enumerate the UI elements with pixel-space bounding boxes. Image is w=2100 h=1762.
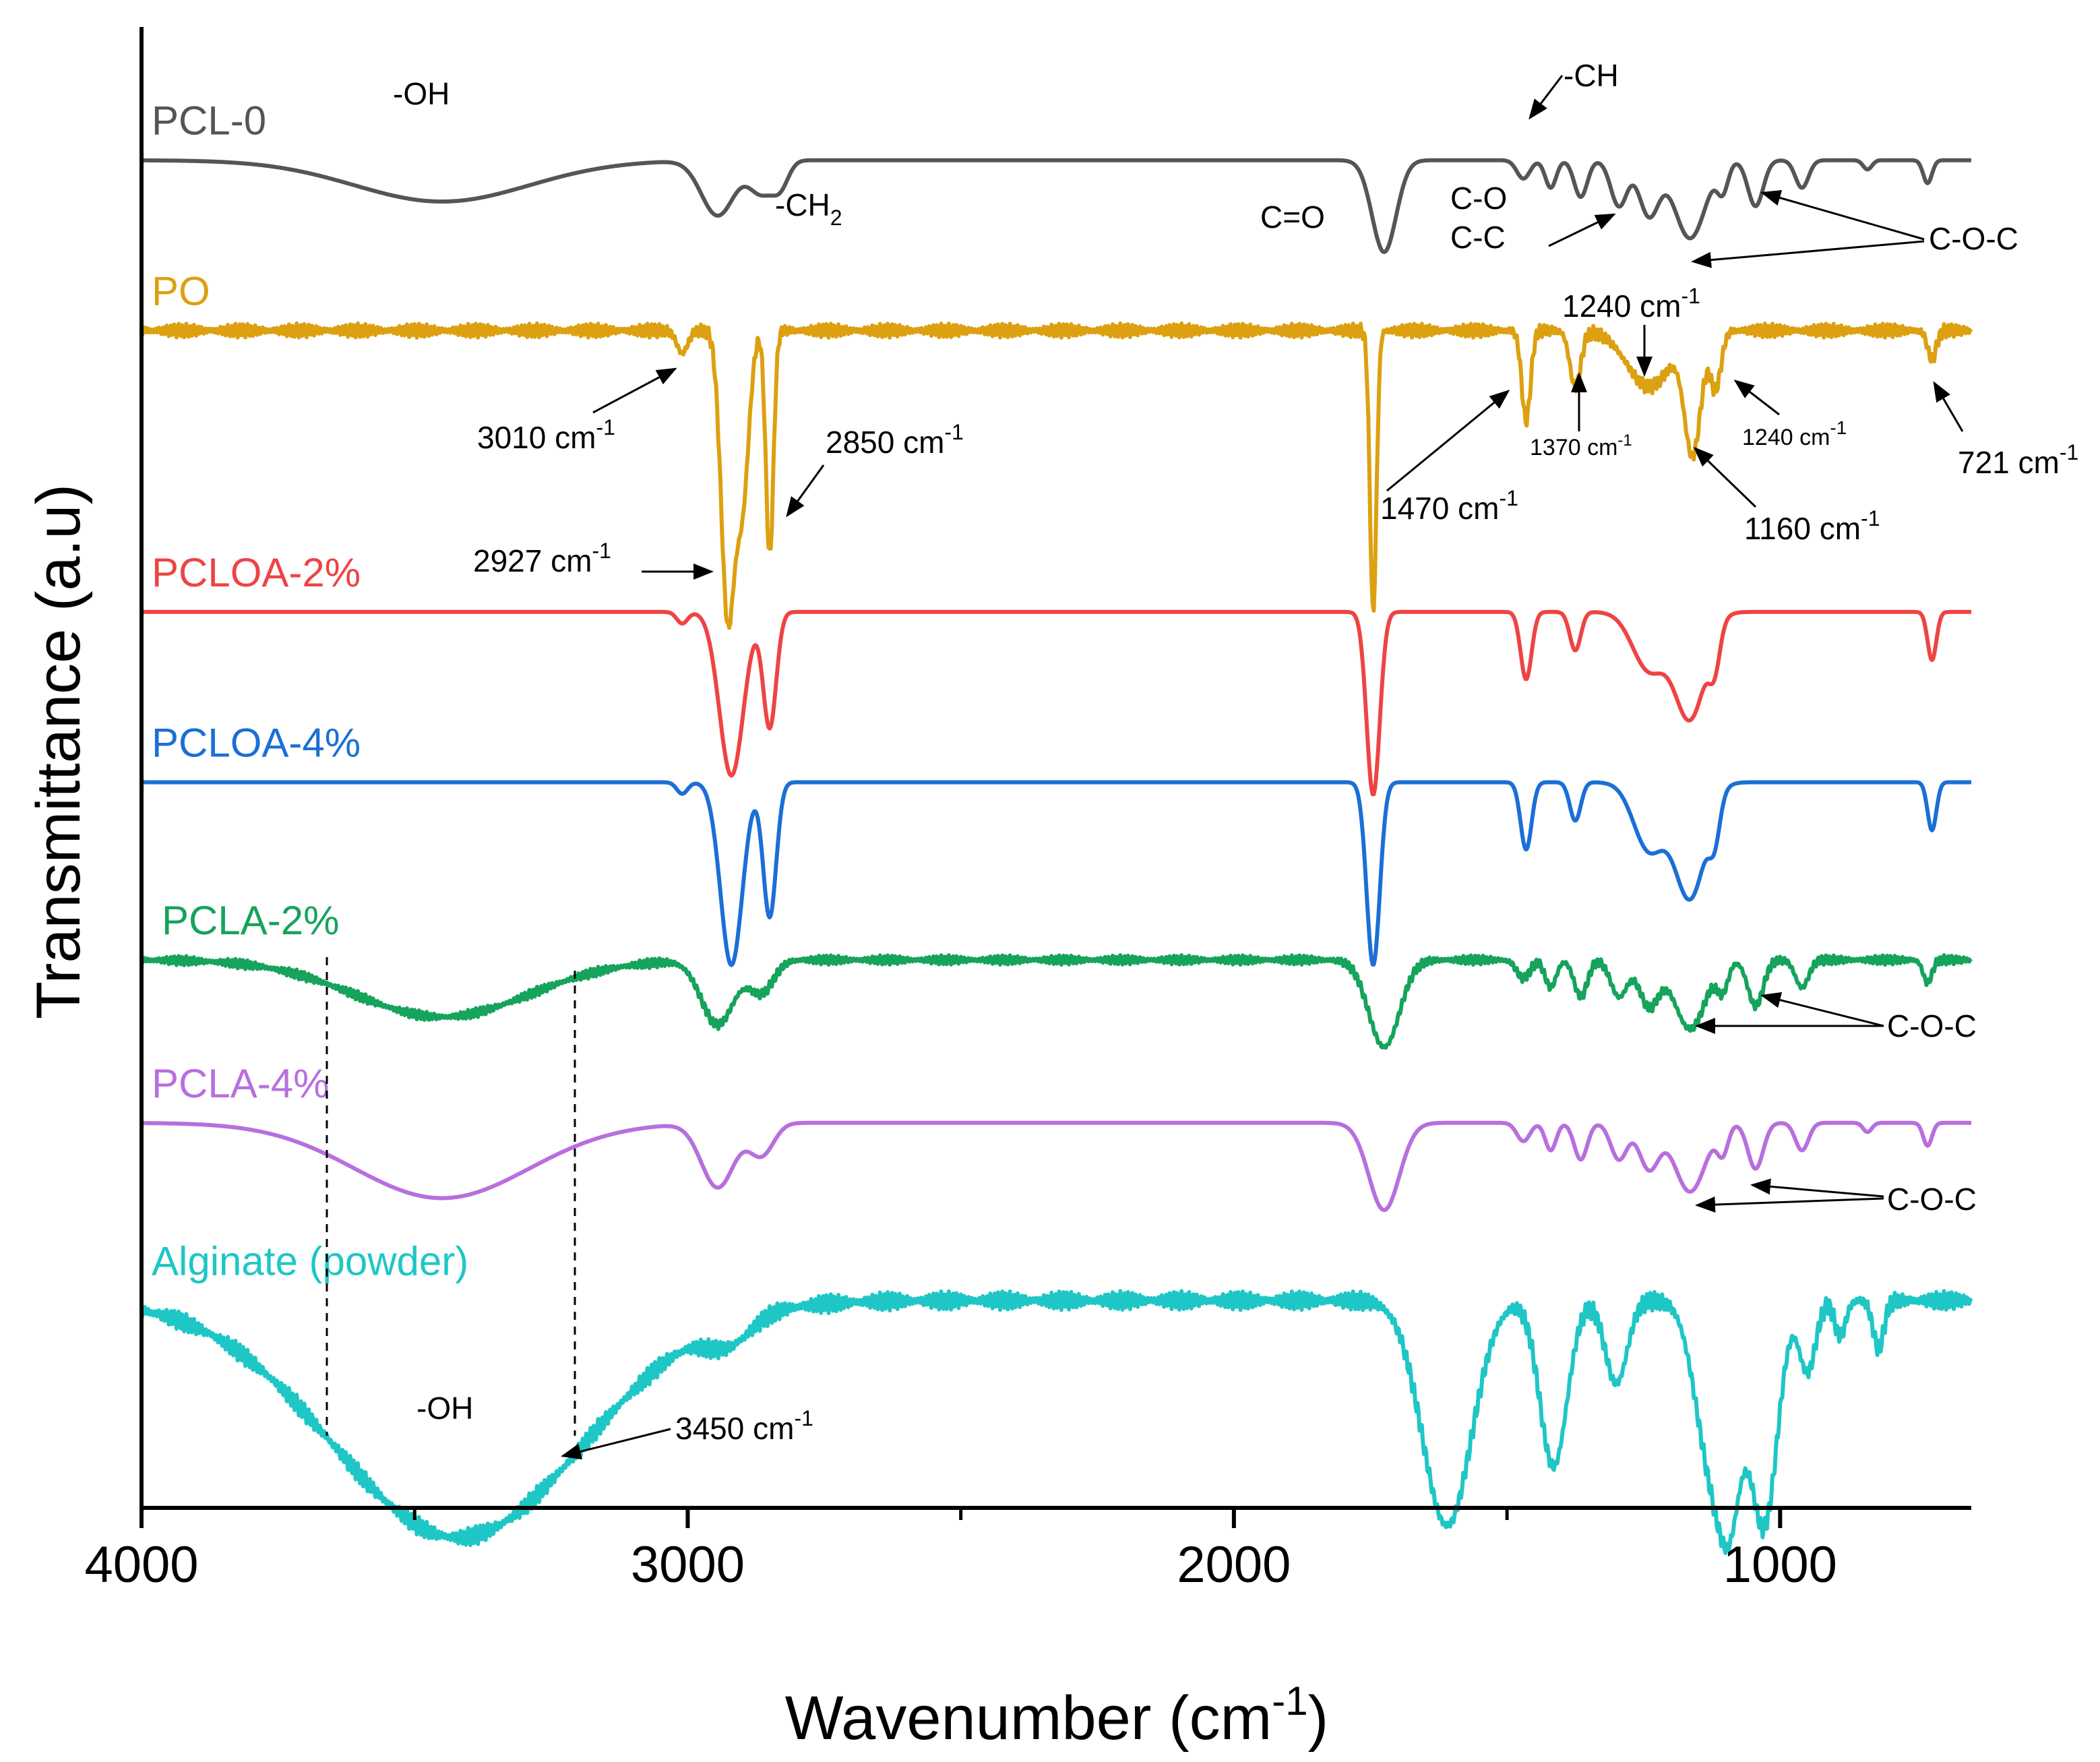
annotation-1470: 1470 cm-1 bbox=[1380, 486, 1518, 526]
x-tick-label-3: 1000 bbox=[1723, 1536, 1837, 1593]
annotation-1370-sup: -1 bbox=[1617, 431, 1632, 450]
arrow-2850 bbox=[786, 464, 825, 518]
annotation-721-sup: -1 bbox=[2060, 440, 2078, 464]
arrow-ch bbox=[1528, 75, 1564, 120]
x-tick-label-1: 3000 bbox=[631, 1536, 745, 1593]
series-line-1 bbox=[140, 321, 1973, 630]
x-axis-title: Wavenumber (cm-1) bbox=[785, 1678, 1329, 1753]
arrow-coc-pcl0-b bbox=[1760, 189, 1925, 241]
arrow-1160 bbox=[1693, 446, 1757, 508]
arrow-3450 bbox=[561, 1428, 671, 1460]
x-axis-title-sup: -1 bbox=[1272, 1678, 1307, 1724]
annotation-co-bond: C=O bbox=[1260, 200, 1325, 235]
annotation-1370-main: 1370 cm bbox=[1530, 435, 1617, 460]
annotation-oh-alginate: -OH bbox=[416, 1391, 473, 1426]
series-label-0: PCL-0 bbox=[152, 98, 266, 144]
annotation-2850-sup: -1 bbox=[944, 420, 963, 444]
annotation-3010: 3010 cm-1 bbox=[477, 415, 615, 455]
annotation-1160-sup: -1 bbox=[1861, 506, 1880, 530]
annotation-1240-right-sup: -1 bbox=[1830, 417, 1847, 438]
arrow-coc-pcl0-a bbox=[1691, 240, 1925, 268]
annotation-3450-main: 3450 cm bbox=[675, 1411, 794, 1446]
annotation-721-main: 721 cm bbox=[1958, 445, 2060, 480]
annotation-3450: 3450 cm-1 bbox=[675, 1406, 813, 1446]
annotation-1240-top-sup: -1 bbox=[1681, 284, 1700, 308]
annotation-oh-pcl0: -OH bbox=[393, 76, 450, 111]
annotation-1240-right-main: 1240 cm bbox=[1742, 425, 1830, 450]
arrow-coc-pcla4-b bbox=[1750, 1178, 1884, 1198]
x-tick-label-2: 2000 bbox=[1177, 1536, 1291, 1593]
annotations: -OH -CH -CH2 C=O C-O C-C C-O-C 3010 cm-1… bbox=[393, 58, 2078, 1460]
annotation-ch2-sub: 2 bbox=[830, 206, 842, 230]
annotation-3450-sup: -1 bbox=[794, 1406, 813, 1430]
annotation-1240-top: 1240 cm-1 bbox=[1562, 284, 1700, 324]
annotation-721: 721 cm-1 bbox=[1958, 440, 2078, 480]
x-ticks: 4000 3000 2000 1000 bbox=[84, 1508, 1837, 1593]
annotation-1470-sup: -1 bbox=[1499, 486, 1518, 510]
series-line-5 bbox=[140, 1120, 1973, 1213]
annotation-3010-main: 3010 cm bbox=[477, 420, 596, 455]
series-label-1: PO bbox=[152, 268, 210, 313]
annotation-1240-right: 1240 cm-1 bbox=[1742, 417, 1847, 450]
annotation-1240-top-main: 1240 cm bbox=[1562, 288, 1681, 324]
annotation-ch: -CH bbox=[1564, 58, 1619, 93]
arrow-3010 bbox=[592, 367, 677, 414]
x-axis-title-main: Wavenumber (cm bbox=[785, 1684, 1272, 1753]
annotation-coc-pcla4: C-O-C bbox=[1887, 1182, 1977, 1217]
annotation-coc-pcla2: C-O-C bbox=[1887, 1008, 1977, 1043]
annotation-ch2: -CH2 bbox=[775, 187, 842, 230]
annotation-3010-sup: -1 bbox=[596, 415, 615, 439]
series-labels: PCL-0 PO PCLOA-2% PCLOA-4% PCLA-2% PCLA-4% Alg… bbox=[152, 98, 468, 1284]
x-tick-label-0: 4000 bbox=[84, 1536, 198, 1593]
arrow-c-c bbox=[1548, 213, 1616, 247]
series-line-2 bbox=[140, 609, 1973, 797]
series-layer bbox=[140, 158, 1973, 1555]
annotation-c-c: C-C bbox=[1450, 220, 1506, 255]
series-label-3: PCLOA-4% bbox=[152, 720, 361, 765]
annotation-2850: 2850 cm-1 bbox=[826, 420, 964, 460]
annotation-1160-main: 1160 cm bbox=[1744, 511, 1861, 546]
series-line-3 bbox=[140, 780, 1973, 967]
arrow-coc-pcla2-b bbox=[1760, 992, 1884, 1027]
y-axis-title: Transmittance (a.u) bbox=[24, 484, 93, 1019]
series-line-4 bbox=[140, 953, 1973, 1050]
series-label-4: PCLA-2% bbox=[162, 898, 339, 943]
annotation-ch2-main: -CH bbox=[775, 187, 830, 222]
arrow-coc-pcla4-a bbox=[1695, 1196, 1884, 1213]
annotation-2927-main: 2927 cm bbox=[473, 543, 592, 578]
series-label-6: Alginate (powder) bbox=[152, 1238, 468, 1283]
series-label-5: PCLA-4% bbox=[152, 1061, 329, 1106]
annotation-2850-main: 2850 cm bbox=[826, 425, 944, 460]
x-axis-title-close: ) bbox=[1308, 1684, 1329, 1753]
arrow-721 bbox=[1933, 381, 1964, 432]
series-line-6 bbox=[140, 1289, 1973, 1555]
series-label-2: PCLOA-2% bbox=[152, 550, 361, 595]
arrow-1240-right bbox=[1733, 379, 1780, 416]
annotation-1470-main: 1470 cm bbox=[1380, 491, 1499, 526]
annotation-1160: 1160 cm-1 bbox=[1744, 506, 1880, 546]
annotation-coc-pcl0: C-O-C bbox=[1929, 221, 2018, 256]
annotation-1370: 1370 cm-1 bbox=[1530, 431, 1632, 460]
annotation-2927: 2927 cm-1 bbox=[473, 539, 611, 578]
axes: 4000 3000 2000 1000 bbox=[84, 27, 1971, 1593]
series-line-0 bbox=[140, 158, 1973, 254]
annotation-2927-sup: -1 bbox=[592, 539, 611, 563]
annotation-c-o: C-O bbox=[1450, 181, 1507, 216]
arrow-1470 bbox=[1386, 390, 1510, 492]
